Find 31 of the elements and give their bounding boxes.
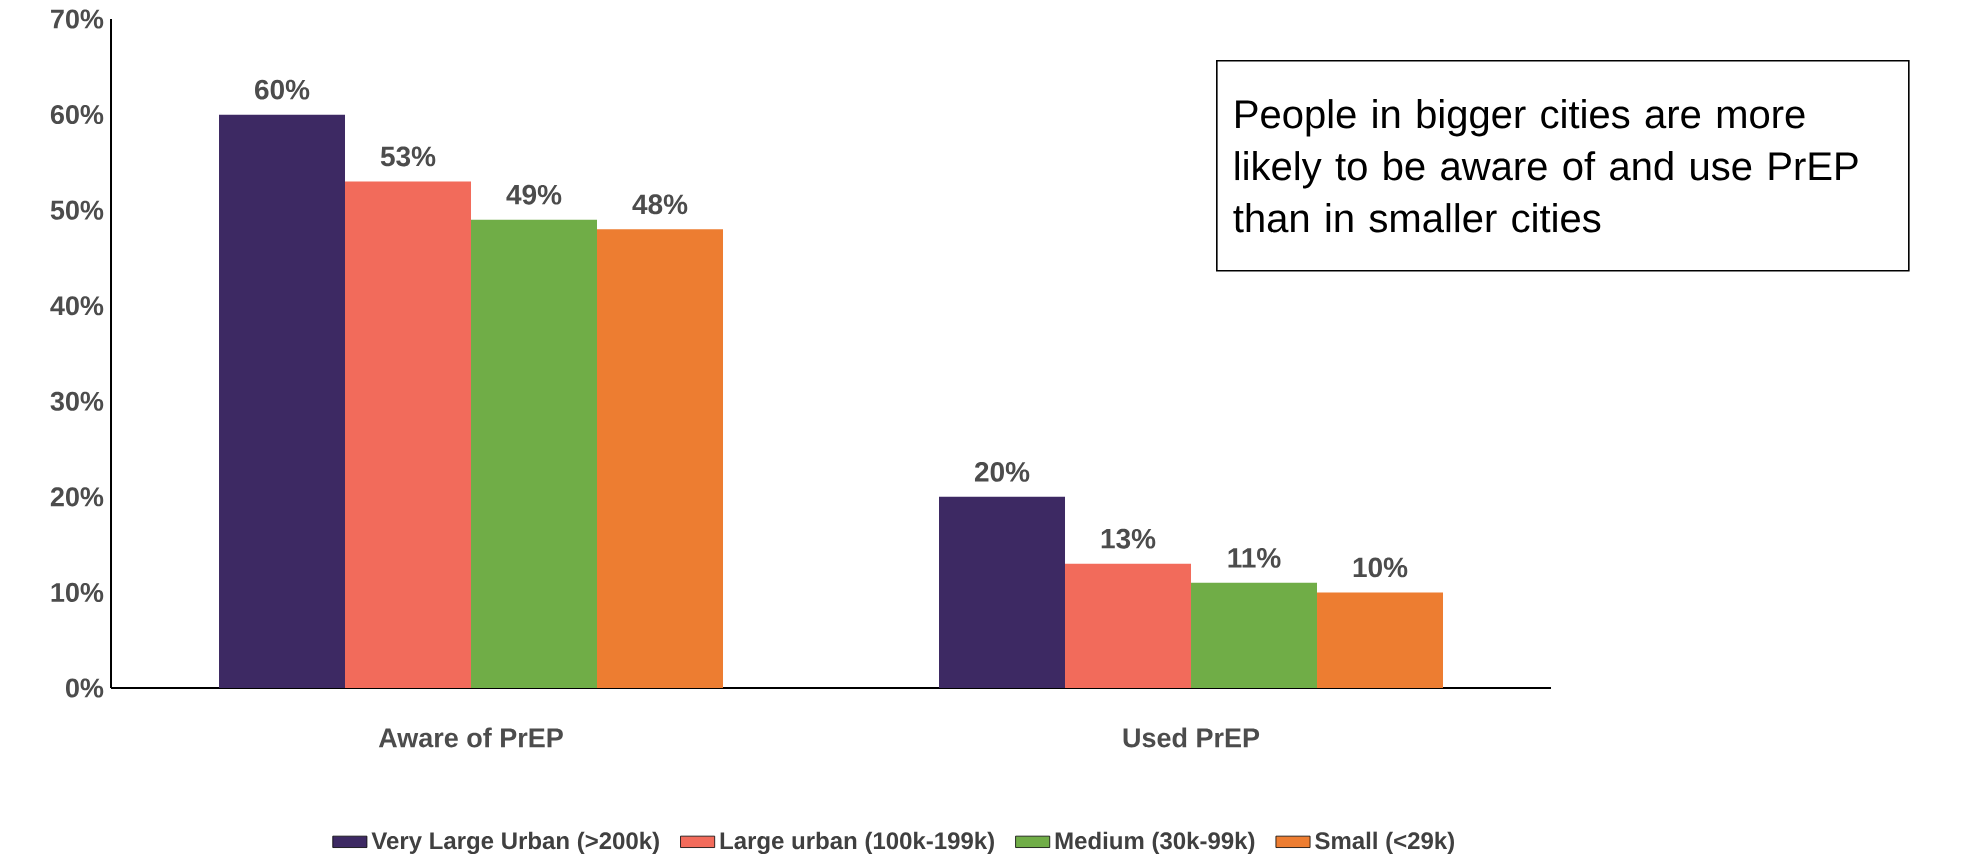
data-label: 60% <box>255 79 310 100</box>
y-tick-label: 30% <box>50 391 104 411</box>
x-tick-label: Aware of PrEP <box>378 727 563 748</box>
legend-label: Very Large Urban (>200k) <box>371 831 659 855</box>
data-label: 11% <box>1228 548 1281 568</box>
bar <box>1317 592 1444 688</box>
bar <box>597 229 724 688</box>
y-tick-label: 20% <box>50 487 104 507</box>
bar <box>345 181 472 688</box>
data-label: 53% <box>380 146 436 167</box>
y-tick-label: 70% <box>51 9 104 29</box>
y-tick-label: 40% <box>50 296 104 316</box>
y-tick-label: 50% <box>50 200 104 220</box>
data-label: 10% <box>1353 557 1408 578</box>
data-label: 48% <box>632 194 688 215</box>
data-label: 49% <box>506 184 562 205</box>
data-label: 13% <box>1101 528 1156 549</box>
bar <box>471 219 598 688</box>
bar <box>219 114 346 688</box>
y-tick-label: 10% <box>51 582 104 602</box>
y-tick-label: 60% <box>50 105 104 125</box>
annotation: People in bigger cities are more likely to be aware of and use PrEP than in smaller cities <box>1233 99 1858 233</box>
bar <box>1191 582 1318 688</box>
legend-label: Large urban (100k-199k) <box>720 831 994 855</box>
bar <box>939 496 1066 688</box>
y-tick-label: 0% <box>65 678 104 698</box>
data-label: 20% <box>974 461 1030 482</box>
legend-label: Small (<29k) <box>1315 831 1454 855</box>
legend-label: Medium (30k-99k) <box>1055 831 1255 855</box>
x-tick-label: Used PrEP <box>1123 727 1260 748</box>
bar <box>1065 563 1192 688</box>
